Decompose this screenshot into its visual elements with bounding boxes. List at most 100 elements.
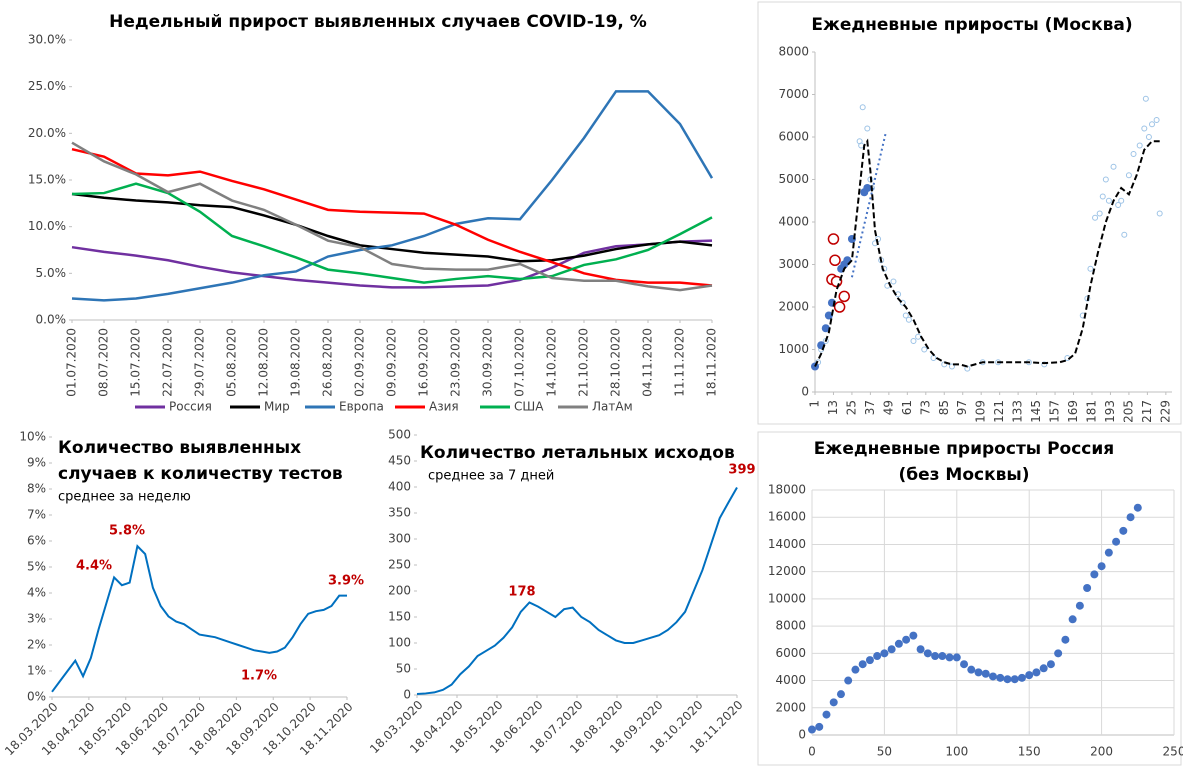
point <box>890 278 897 285</box>
point <box>952 653 961 662</box>
x-tick-label: 02.09.2020 <box>353 328 367 397</box>
point <box>1083 584 1092 592</box>
y-tick-label: 3% <box>27 612 46 626</box>
y-tick-label: 9% <box>27 456 46 470</box>
point <box>1017 673 1026 682</box>
x-tick-label: 229 <box>1158 400 1172 423</box>
point <box>822 710 831 719</box>
x-tick-label: 169 <box>1066 400 1080 423</box>
y-tick-label: 25.0% <box>28 79 66 93</box>
x-tick-label: 07.10.2020 <box>513 328 527 397</box>
y-tick-label: 20.0% <box>28 126 66 140</box>
point <box>1133 503 1142 512</box>
x-tick-label: 22.07.2020 <box>161 328 175 397</box>
x-tick-label: 18.11.2020 <box>705 328 719 397</box>
x-tick-label: 05.08.2020 <box>225 328 239 397</box>
point <box>1102 176 1109 183</box>
point <box>1145 134 1152 140</box>
point <box>1125 172 1132 179</box>
point <box>974 668 983 677</box>
point <box>1046 660 1055 669</box>
x-tick-label: 04.11.2020 <box>641 328 655 397</box>
x-tick-label: 193 <box>1103 400 1117 423</box>
point <box>1096 210 1103 217</box>
point <box>1112 537 1121 546</box>
point <box>844 676 853 685</box>
point <box>827 233 840 245</box>
y-tick-label: 1000 <box>778 342 809 356</box>
y-tick-label: 50 <box>396 662 411 676</box>
point <box>1110 163 1117 170</box>
x-tick-label: 145 <box>1029 400 1043 423</box>
x-tick-label: 205 <box>1121 400 1135 423</box>
point <box>864 125 871 132</box>
point <box>815 722 824 731</box>
chart-title: случаев к количеству тестов <box>58 464 343 484</box>
x-tick-label: 14.10.2020 <box>545 328 559 397</box>
x-tick-label: 16.09.2020 <box>417 328 431 397</box>
y-tick-label: 350 <box>388 506 411 520</box>
legend-label: США <box>514 400 544 414</box>
point <box>1084 295 1091 302</box>
x-tick-label: 23.09.2020 <box>449 328 463 397</box>
line <box>71 90 714 302</box>
y-tick-label: 14000 <box>768 537 806 551</box>
point <box>902 635 911 644</box>
legend-label: Азия <box>429 400 459 414</box>
legend-label: ЛатАм <box>592 400 633 414</box>
x-tick-label: 30.09.2020 <box>481 328 495 397</box>
point <box>941 361 948 368</box>
y-tick-label: 250 <box>388 558 411 572</box>
point <box>1075 601 1084 610</box>
y-tick-label: 3000 <box>778 257 809 271</box>
point <box>1115 202 1122 208</box>
x-tick-label: 217 <box>1140 400 1154 423</box>
y-tick-label: 12000 <box>768 564 806 578</box>
point <box>1142 95 1149 102</box>
point <box>894 639 903 648</box>
x-tick-label: 61 <box>900 400 914 415</box>
point <box>916 645 925 654</box>
y-tick-label: 7000 <box>778 87 809 101</box>
y-tick-label: 8000 <box>775 619 806 633</box>
point <box>902 312 909 319</box>
chart-title: Недельный прирост выявленных случаев COV… <box>109 12 647 32</box>
y-tick-label: 6000 <box>775 646 806 660</box>
y-tick-label: 16000 <box>768 510 806 524</box>
x-tick-label: 15.07.2020 <box>129 328 143 397</box>
x-tick-label: 0 <box>808 745 816 759</box>
point <box>989 672 997 681</box>
y-tick-label: 0 <box>403 688 411 702</box>
line <box>71 192 713 263</box>
y-tick-label: 0% <box>27 690 46 704</box>
point <box>1003 675 1012 684</box>
point <box>1104 548 1113 557</box>
point <box>1153 117 1160 123</box>
x-tick-label: 08.07.2020 <box>97 328 111 397</box>
x-tick-label: 121 <box>992 400 1006 423</box>
y-tick-label: 500 <box>388 428 411 442</box>
y-tick-label: 1% <box>27 664 46 678</box>
y-tick-label: 8000 <box>778 45 809 59</box>
point <box>1039 664 1048 673</box>
point <box>865 656 874 665</box>
x-tick-label: 12.08.2020 <box>257 328 271 397</box>
point <box>931 652 940 661</box>
chart-title: Ежедневные приросты (Москва) <box>811 15 1132 35</box>
annotation: 178 <box>508 585 535 600</box>
y-tick-label: 15.0% <box>28 173 66 187</box>
point <box>909 631 918 640</box>
point <box>905 316 912 323</box>
point <box>821 324 830 333</box>
x-tick-label: 21.10.2020 <box>577 328 591 397</box>
x-tick-label: 37 <box>863 400 877 415</box>
point <box>1087 265 1094 272</box>
y-tick-label: 6% <box>27 534 46 548</box>
point <box>880 649 889 658</box>
x-tick-label: 73 <box>918 400 932 415</box>
x-tick-label: 26.08.2020 <box>321 328 335 397</box>
point <box>996 673 1005 682</box>
point <box>1156 210 1163 217</box>
legend-label: Мир <box>264 400 290 414</box>
